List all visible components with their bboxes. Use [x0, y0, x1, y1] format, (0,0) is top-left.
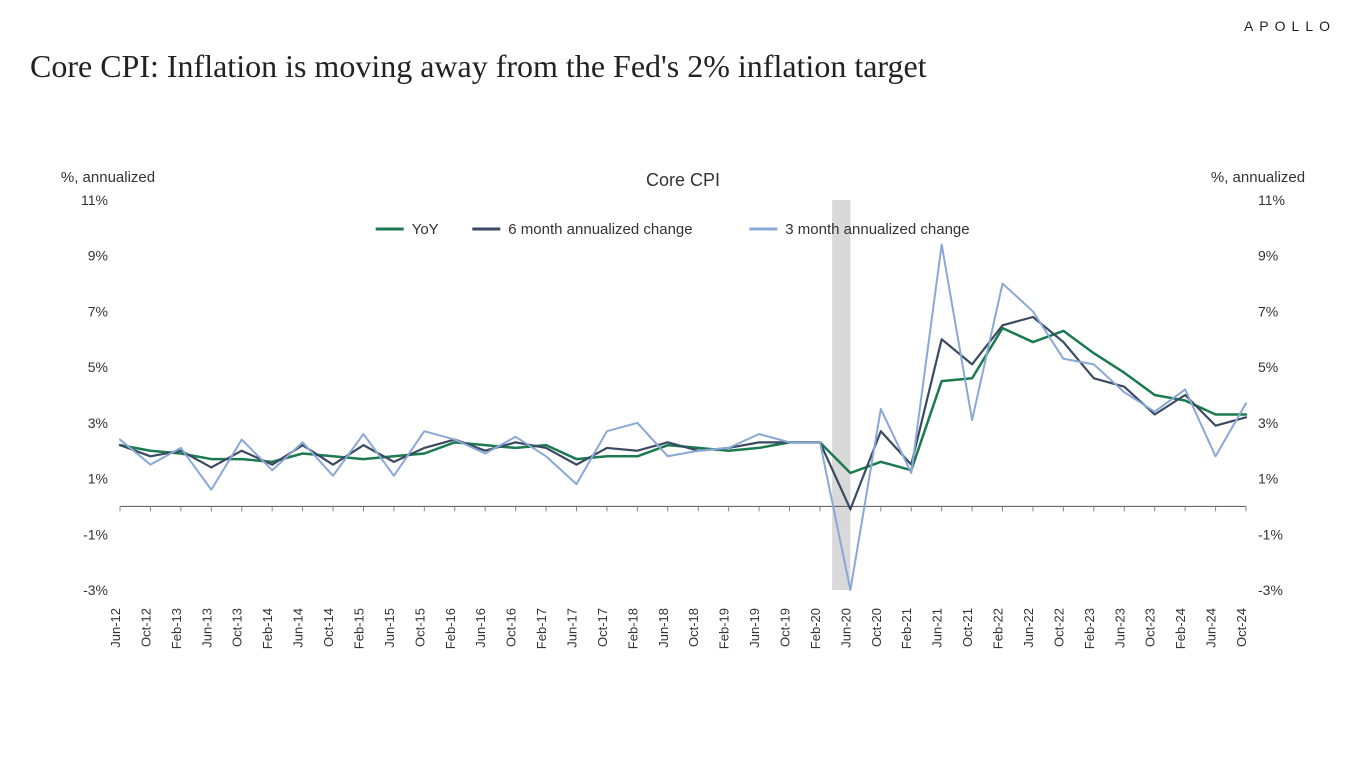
svg-text:5%: 5%	[88, 359, 108, 375]
svg-text:Feb-19: Feb-19	[717, 608, 732, 649]
svg-text:3%: 3%	[88, 415, 108, 431]
svg-text:Feb-14: Feb-14	[260, 608, 275, 649]
svg-text:-1%: -1%	[1258, 526, 1283, 542]
svg-text:Feb-21: Feb-21	[899, 608, 914, 649]
svg-text:Jun-13: Jun-13	[199, 608, 214, 648]
svg-text:Oct-22: Oct-22	[1051, 608, 1066, 647]
svg-text:%, annualized: %, annualized	[61, 169, 155, 186]
svg-text:Oct-18: Oct-18	[686, 608, 701, 647]
svg-text:Feb-20: Feb-20	[808, 608, 823, 649]
svg-text:Jun-19: Jun-19	[747, 608, 762, 648]
svg-text:7%: 7%	[1258, 303, 1278, 319]
svg-text:Jun-17: Jun-17	[564, 608, 579, 648]
svg-text:6 month annualized change: 6 month annualized change	[508, 221, 692, 238]
svg-text:Oct-13: Oct-13	[230, 608, 245, 647]
svg-text:Feb-17: Feb-17	[534, 608, 549, 649]
svg-text:11%: 11%	[1258, 192, 1285, 208]
svg-text:Jun-24: Jun-24	[1204, 608, 1219, 648]
brand-logo: APOLLO	[1244, 18, 1336, 34]
svg-text:Oct-16: Oct-16	[504, 608, 519, 647]
svg-text:Oct-12: Oct-12	[138, 608, 153, 647]
svg-text:3 month annualized change: 3 month annualized change	[785, 221, 969, 238]
svg-text:Jun-15: Jun-15	[382, 608, 397, 648]
svg-text:Jun-23: Jun-23	[1112, 608, 1127, 648]
svg-text:Feb-24: Feb-24	[1173, 608, 1188, 649]
svg-text:1%: 1%	[1258, 471, 1278, 487]
svg-text:Oct-23: Oct-23	[1143, 608, 1158, 647]
svg-text:Oct-15: Oct-15	[412, 608, 427, 647]
svg-text:Core CPI: Core CPI	[646, 170, 720, 190]
svg-text:Jun-12: Jun-12	[108, 608, 123, 648]
svg-text:Feb-13: Feb-13	[169, 608, 184, 649]
svg-text:5%: 5%	[1258, 359, 1278, 375]
svg-text:Oct-24: Oct-24	[1234, 608, 1249, 647]
svg-text:3%: 3%	[1258, 415, 1278, 431]
svg-text:9%: 9%	[88, 248, 108, 264]
svg-text:1%: 1%	[88, 471, 108, 487]
svg-text:Jun-20: Jun-20	[838, 608, 853, 648]
svg-text:YoY: YoY	[412, 221, 439, 238]
svg-text:Oct-14: Oct-14	[321, 608, 336, 647]
svg-text:Feb-16: Feb-16	[443, 608, 458, 649]
svg-text:Jun-14: Jun-14	[291, 608, 306, 648]
svg-text:Feb-22: Feb-22	[991, 608, 1006, 649]
svg-text:Jun-16: Jun-16	[473, 608, 488, 648]
svg-text:Oct-19: Oct-19	[778, 608, 793, 647]
svg-text:11%: 11%	[81, 192, 108, 208]
page-title: Core CPI: Inflation is moving away from …	[30, 48, 927, 85]
svg-text:Oct-17: Oct-17	[595, 608, 610, 647]
svg-text:Feb-18: Feb-18	[625, 608, 640, 649]
svg-text:Feb-23: Feb-23	[1082, 608, 1097, 649]
svg-text:%, annualized: %, annualized	[1211, 169, 1305, 186]
svg-text:Oct-21: Oct-21	[960, 608, 975, 647]
svg-text:Jun-21: Jun-21	[930, 608, 945, 648]
svg-text:-3%: -3%	[83, 582, 108, 598]
svg-text:Oct-20: Oct-20	[869, 608, 884, 647]
svg-text:Jun-18: Jun-18	[656, 608, 671, 648]
svg-text:9%: 9%	[1258, 248, 1278, 264]
svg-text:-3%: -3%	[1258, 582, 1283, 598]
svg-text:7%: 7%	[88, 303, 108, 319]
core-cpi-chart: -3% -3% -1% -1% 1% 1% 3% 3% 5% 5% 7% 7% 9% 9% 11% 11% Ju…	[30, 150, 1336, 710]
svg-text:Feb-15: Feb-15	[351, 608, 366, 649]
svg-text:Jun-22: Jun-22	[1021, 608, 1036, 648]
svg-text:-1%: -1%	[83, 526, 108, 542]
